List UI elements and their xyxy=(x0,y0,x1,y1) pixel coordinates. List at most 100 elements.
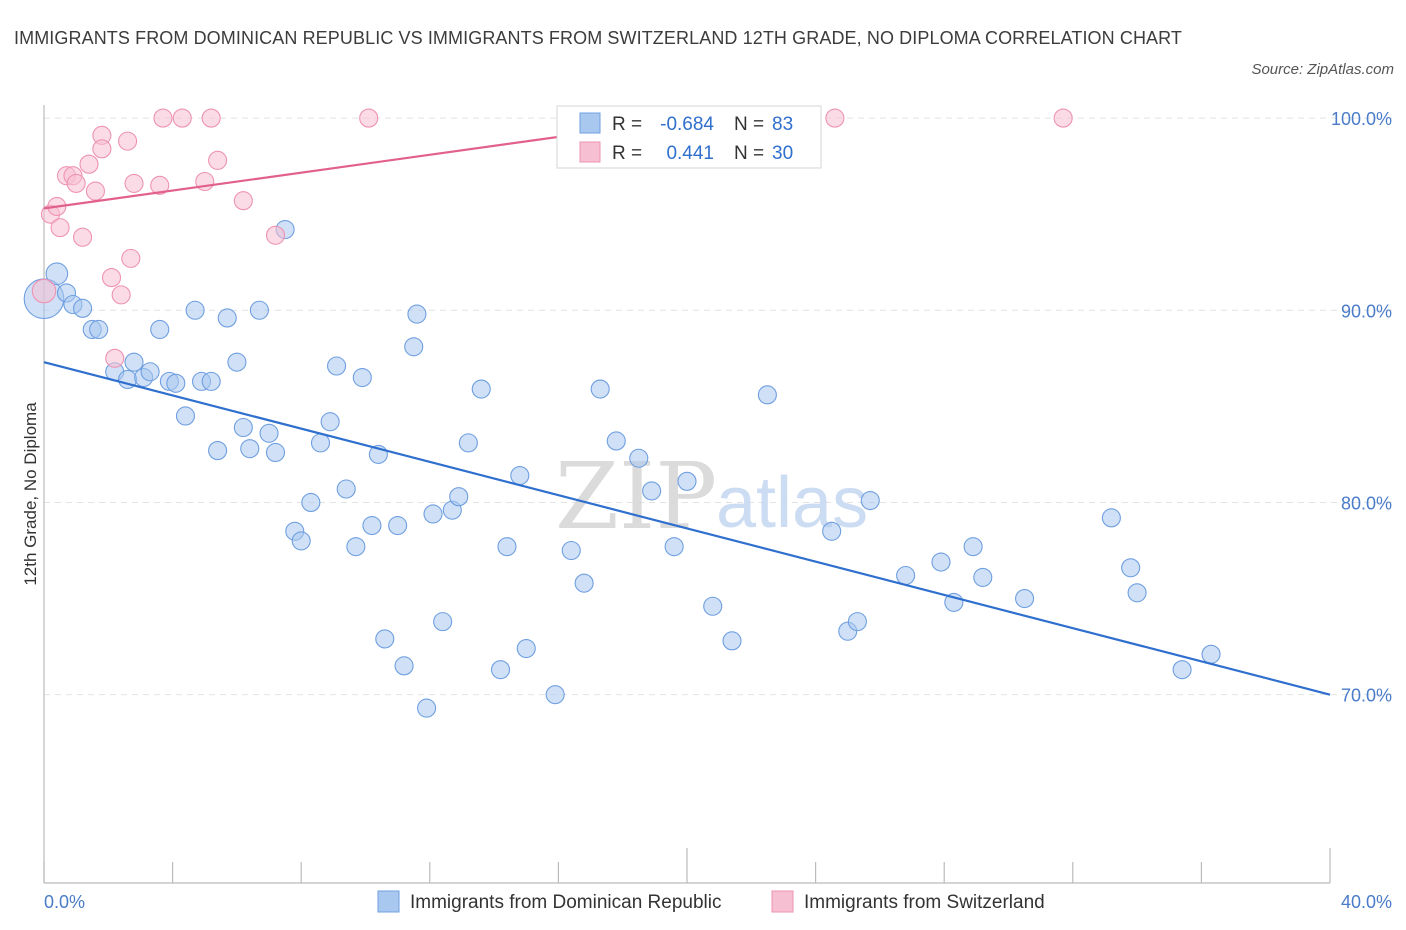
dominican-point-45 xyxy=(423,504,443,524)
dominican-point-4 xyxy=(73,298,93,318)
y-tick-label-3: 70.0% xyxy=(1341,686,1392,706)
dominican-point-75 xyxy=(973,567,993,587)
dominican-point-32 xyxy=(320,412,340,432)
dominican-point-6 xyxy=(89,319,109,340)
dominican-point-50 xyxy=(471,379,491,399)
dominican-point-23 xyxy=(240,439,260,459)
y-tick-label-2: 80.0% xyxy=(1341,493,1392,513)
stats-n-label-1: N = xyxy=(734,114,764,135)
series-switzerland xyxy=(31,108,1073,368)
series-dominican-republic xyxy=(23,219,1221,718)
dominican-point-37 xyxy=(362,515,382,536)
x-tick-label-1: 40.0% xyxy=(1341,892,1392,912)
switzerland-point-29 xyxy=(1053,108,1073,128)
dominican-point-79 xyxy=(1127,583,1147,603)
switzerland-point-12 xyxy=(101,268,122,288)
switzerland-point-14 xyxy=(111,285,131,305)
switzerland-point-0 xyxy=(31,278,57,304)
dominican-point-22 xyxy=(233,417,253,438)
dominican-point-63 xyxy=(677,471,697,491)
trendlines xyxy=(43,124,1331,696)
dominican-point-1 xyxy=(45,262,69,286)
dominican-point-41 xyxy=(394,656,414,676)
switzerland-point-19 xyxy=(153,108,173,128)
dominican-point-29 xyxy=(291,531,311,551)
switzerland-point-26 xyxy=(359,108,379,128)
dominican-point-26 xyxy=(265,442,286,463)
dominican-point-74 xyxy=(963,537,983,557)
dominican-point-66 xyxy=(757,385,777,405)
dominican-point-49 xyxy=(458,433,478,453)
legend-label-switzerland: Immigrants from Switzerland xyxy=(804,892,1045,913)
dominican-point-43 xyxy=(407,304,427,324)
dominican-point-71 xyxy=(896,565,916,586)
dominican-point-30 xyxy=(301,492,321,513)
switzerland-point-9 xyxy=(85,181,105,201)
dominican-point-44 xyxy=(417,698,437,718)
y-axis-title: 12th Grade, No Diploma xyxy=(21,402,40,586)
trendline-blue xyxy=(43,361,1331,696)
dominican-point-64 xyxy=(703,596,723,616)
dominican-point-15 xyxy=(175,406,196,426)
switzerland-point-23 xyxy=(208,150,228,170)
dominican-point-57 xyxy=(574,573,594,593)
stats-r-label-2: R = xyxy=(612,143,642,164)
dominican-point-56 xyxy=(561,540,581,561)
dominican-point-39 xyxy=(375,629,395,649)
dominican-point-21 xyxy=(227,352,247,372)
chart-title: IMMIGRANTS FROM DOMINICAN REPUBLIC VS IM… xyxy=(14,28,1183,48)
dominican-point-34 xyxy=(336,479,356,499)
dominican-point-46 xyxy=(433,612,453,632)
dominican-point-54 xyxy=(516,638,536,659)
dominican-point-12 xyxy=(150,319,170,340)
switzerland-point-8 xyxy=(79,154,99,174)
dominican-point-81 xyxy=(1201,644,1221,664)
switzerland-point-17 xyxy=(124,173,144,193)
bottom-legend: Immigrants from Dominican Republic Immig… xyxy=(377,890,1045,913)
switzerland-point-28 xyxy=(825,108,845,128)
dominican-point-52 xyxy=(497,537,517,557)
dominican-point-59 xyxy=(606,431,626,451)
switzerland-point-13 xyxy=(105,348,125,368)
dominican-point-48 xyxy=(449,487,469,507)
dominican-point-55 xyxy=(545,685,565,705)
dominican-point-76 xyxy=(1015,589,1035,609)
stats-r-value-1: -0.684 xyxy=(660,114,714,135)
dominican-point-77 xyxy=(1101,508,1121,528)
dominican-point-9 xyxy=(124,352,144,372)
stats-swatch-pink xyxy=(579,141,601,163)
dominican-point-53 xyxy=(510,465,530,486)
dominican-point-58 xyxy=(590,379,610,399)
dominican-point-19 xyxy=(208,441,228,461)
switzerland-point-25 xyxy=(265,225,286,245)
y-tick-label-0: 100.0% xyxy=(1331,109,1392,129)
switzerland-point-6 xyxy=(66,173,86,193)
switzerland-point-18 xyxy=(150,175,170,195)
switzerland-point-16 xyxy=(121,248,141,268)
x-tick-label-0: 0.0% xyxy=(44,892,85,912)
switzerland-point-7 xyxy=(73,227,93,247)
dominican-point-24 xyxy=(249,300,269,320)
x-tick-labels: 0.0% 40.0% xyxy=(44,892,1392,912)
dominican-point-11 xyxy=(140,362,160,382)
dominican-point-51 xyxy=(490,660,511,680)
legend-swatch-switzerland xyxy=(771,890,794,913)
watermark-atlas: atlas xyxy=(716,463,868,543)
dominican-point-16 xyxy=(185,300,205,320)
dominican-point-70 xyxy=(860,490,880,511)
dominican-point-72 xyxy=(931,552,951,572)
y-tick-labels: 100.0% 90.0% 80.0% 70.0% xyxy=(1331,109,1392,706)
dominican-point-14 xyxy=(166,373,186,393)
dominican-point-65 xyxy=(722,631,742,651)
legend-label-dominican-republic: Immigrants from Dominican Republic xyxy=(410,892,722,913)
axes xyxy=(43,105,1331,884)
dominican-point-80 xyxy=(1172,660,1192,680)
dominican-point-67 xyxy=(822,521,842,541)
dominican-point-36 xyxy=(352,367,372,388)
dominican-point-60 xyxy=(629,448,649,468)
legend-swatch-dominican-republic xyxy=(377,890,400,913)
y-tick-label-1: 90.0% xyxy=(1341,301,1392,321)
switzerland-point-20 xyxy=(172,108,192,128)
stats-swatch-blue xyxy=(579,112,601,134)
